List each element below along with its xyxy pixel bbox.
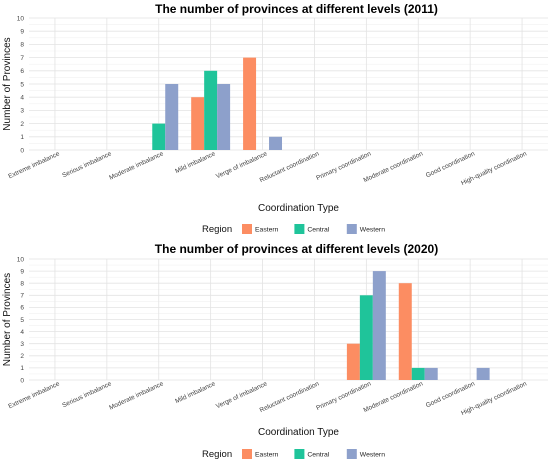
x-tick-label: Reluctant coordination (259, 150, 321, 184)
bar-central-6 (359, 295, 373, 380)
legend-swatch-central (294, 449, 305, 459)
y-tick-label: 3 (20, 108, 24, 115)
y-tick-label: 8 (20, 42, 24, 49)
y-tick-label: 0 (20, 147, 24, 154)
legend-label: Western (360, 227, 385, 234)
chart-title: The number of provinces at different lev… (155, 242, 438, 256)
bar-central-3 (204, 70, 218, 150)
y-tick-label: 8 (20, 281, 24, 288)
y-axis-title: Number of Provinces (2, 273, 13, 366)
bar-western-4 (269, 136, 283, 150)
legend-swatch-western (346, 449, 357, 459)
legend-swatch-eastern (242, 224, 252, 234)
x-tick-label: Reluctant coordination (259, 380, 321, 414)
x-tick-label: Serious imbalance (61, 380, 113, 409)
y-tick-label: 10 (17, 15, 25, 22)
x-axis-title: Coordination Type (258, 427, 339, 438)
x-tick-label: Moderate coordination (363, 150, 425, 184)
legend-swatch-western (346, 224, 357, 234)
y-tick-label: 9 (20, 268, 24, 275)
y-tick-label: 2 (20, 121, 24, 128)
x-tick-label: Extreme imbalance (7, 380, 61, 410)
legend-title: Region (202, 224, 232, 235)
y-axis-title: Number of Provinces (2, 37, 13, 130)
x-tick-label: Mild imbalance (174, 150, 217, 175)
y-tick-label: 4 (20, 329, 24, 336)
y-tick-label: 4 (20, 95, 24, 102)
x-axis-title: Coordination Type (258, 203, 339, 214)
chart-0: The number of provinces at different lev… (2, 2, 548, 235)
legend-label: Eastern (255, 452, 279, 459)
y-tick-label: 10 (17, 256, 25, 263)
legend-label: Eastern (255, 227, 279, 234)
y-tick-label: 0 (20, 377, 24, 384)
bar-eastern-6 (346, 343, 360, 380)
bar-eastern-7 (398, 283, 412, 380)
bar-central-7 (411, 367, 425, 380)
y-tick-label: 5 (20, 317, 24, 324)
bar-western-2 (165, 84, 179, 150)
chart-1: The number of provinces at different lev… (2, 242, 548, 460)
legend-label: Central (307, 227, 329, 234)
legend-label: Western (360, 452, 385, 459)
x-tick-label: Extreme imbalance (7, 150, 61, 180)
y-tick-label: 2 (20, 353, 24, 360)
y-tick-label: 6 (20, 305, 24, 312)
chart-title: The number of provinces at different lev… (155, 2, 438, 16)
legend-swatch-central (294, 224, 305, 234)
y-tick-label: 1 (20, 134, 24, 141)
y-tick-label: 1 (20, 365, 24, 372)
legend: Region Eastern Central Western (202, 449, 385, 460)
x-tick-label: Good coordination (425, 150, 476, 179)
y-tick-label: 9 (20, 29, 24, 36)
x-tick-label: Good coordination (425, 380, 476, 409)
y-tick-label: 7 (20, 55, 24, 62)
bar-western-6 (372, 271, 386, 380)
x-tick-label: Serious imbalance (61, 150, 113, 179)
y-tick-label: 6 (20, 68, 24, 75)
y-tick-label: 3 (20, 341, 24, 348)
y-tick-label: 5 (20, 81, 24, 88)
bar-western-7 (424, 367, 438, 380)
bar-western-8 (476, 367, 490, 380)
bar-eastern-3 (191, 97, 205, 150)
bar-central-2 (152, 123, 166, 150)
x-tick-label: Mild imbalance (174, 380, 217, 405)
legend-label: Central (307, 452, 329, 459)
y-tick-label: 7 (20, 293, 24, 300)
x-tick-label: Moderate imbalance (108, 150, 165, 181)
bar-western-3 (217, 84, 231, 150)
legend-title: Region (202, 449, 232, 460)
x-tick-label: Moderate imbalance (108, 380, 165, 411)
legend: Region Eastern Central Western (202, 224, 385, 235)
legend-swatch-eastern (242, 449, 252, 459)
x-tick-label: Moderate coordination (363, 380, 425, 414)
bar-eastern-4 (243, 57, 257, 150)
